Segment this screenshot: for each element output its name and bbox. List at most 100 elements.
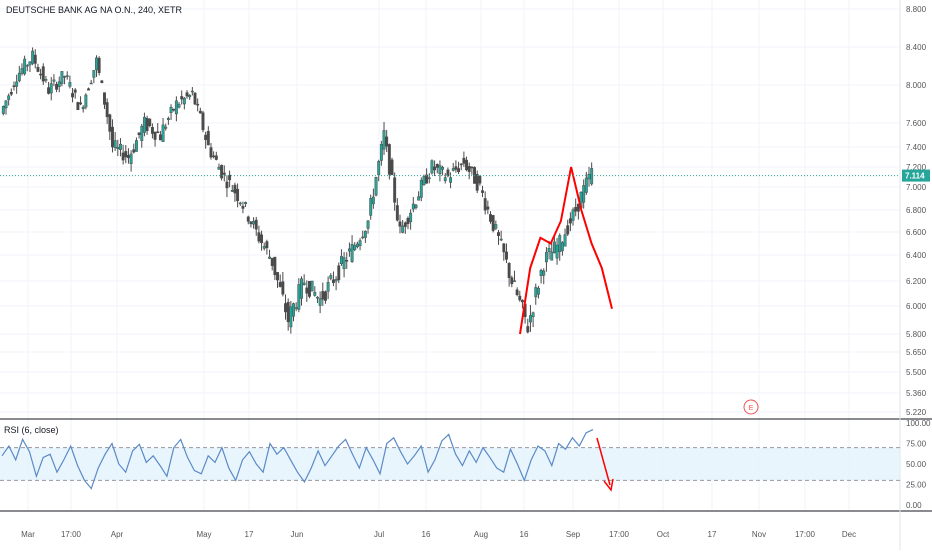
candle-body	[111, 126, 114, 148]
candle-body	[513, 280, 516, 282]
candle-body	[329, 275, 333, 279]
candle-body	[270, 257, 274, 266]
time-tick-label: Nov	[752, 530, 766, 539]
candle-body	[446, 169, 450, 177]
candle-body	[236, 188, 240, 202]
candle-body	[286, 301, 290, 323]
candle-body	[137, 132, 141, 135]
candle-body	[44, 79, 48, 81]
candle-body	[489, 214, 492, 222]
candle-body	[121, 152, 125, 161]
candle-body	[76, 102, 80, 111]
candle-body	[260, 234, 264, 244]
candle-body	[15, 81, 19, 87]
candle-body	[494, 224, 498, 229]
candle-body	[305, 287, 309, 294]
time-tick-label: Apr	[111, 530, 124, 539]
candle-body	[443, 177, 447, 182]
candle-body	[534, 287, 538, 298]
candle-body	[427, 177, 431, 180]
candle-body	[265, 241, 269, 249]
candle-body	[451, 168, 455, 171]
candle-body	[467, 166, 471, 172]
candle-body	[582, 185, 586, 203]
rsi-band	[0, 447, 900, 481]
candle-body	[313, 292, 317, 296]
candle-body	[150, 127, 154, 134]
candle-body	[507, 262, 511, 278]
candle-body	[185, 92, 189, 97]
candle-body	[470, 166, 474, 169]
candle-body	[387, 144, 391, 175]
candle-body	[156, 131, 160, 134]
candle-body	[172, 108, 176, 111]
candle-body	[132, 149, 136, 153]
candle-body	[542, 270, 546, 276]
candle-body	[177, 104, 181, 108]
candle-body	[587, 173, 591, 180]
candle-body	[363, 230, 367, 238]
candle-body	[318, 298, 322, 306]
candle-body	[536, 287, 540, 295]
candle-body	[361, 236, 365, 239]
candle-body	[555, 244, 559, 259]
candle-body	[20, 68, 24, 74]
earnings-marker	[743, 399, 759, 415]
candle-body	[244, 202, 248, 205]
candle-body	[268, 256, 271, 259]
candle-body	[145, 118, 149, 132]
candle-body	[563, 234, 567, 247]
candle-body	[337, 265, 341, 281]
candle-body	[262, 246, 266, 249]
candle-body	[273, 256, 277, 276]
candle-body	[95, 57, 98, 71]
candle-body	[103, 92, 106, 105]
candle-body	[510, 277, 514, 285]
candle-body	[71, 93, 74, 98]
candle-body	[164, 126, 168, 129]
candle-body	[390, 159, 394, 175]
time-tick-label: 17:00	[795, 530, 816, 539]
price-tick-label: 5.500	[906, 368, 927, 377]
candle-body	[574, 207, 578, 212]
candle-body	[9, 92, 13, 95]
candle-body	[198, 110, 202, 114]
candle-body	[550, 251, 554, 261]
candle-body	[414, 204, 418, 209]
candle-body	[41, 66, 45, 82]
candle-body	[36, 66, 40, 72]
candle-body	[39, 73, 43, 76]
candle-body	[153, 131, 157, 140]
candle-body	[385, 136, 389, 147]
candle-body	[214, 155, 218, 160]
candle-body	[382, 130, 386, 150]
candle-body	[430, 160, 434, 174]
candle-body	[238, 202, 242, 205]
candle-body	[411, 203, 415, 210]
candle-body	[566, 225, 570, 235]
candle-body	[134, 140, 138, 152]
candle-body	[188, 94, 192, 98]
candle-body	[47, 87, 51, 94]
candle-body	[294, 307, 298, 309]
candle-body	[353, 245, 357, 251]
candle-body	[33, 54, 37, 64]
candle-body	[339, 256, 343, 265]
candle-body	[201, 112, 205, 131]
candle-body	[73, 89, 77, 93]
time-tick-label: 17	[708, 530, 717, 539]
candle-body	[225, 181, 229, 189]
candle-body	[462, 157, 466, 164]
candle-body	[395, 205, 399, 221]
candle-body	[515, 289, 519, 296]
candle-body	[68, 82, 72, 87]
price-tick-label: 7.600	[906, 119, 927, 128]
rsi-arrow-head	[603, 478, 614, 492]
price-tick-label: 7.000	[906, 183, 927, 192]
candle-body	[417, 196, 421, 201]
candle-body	[539, 269, 543, 276]
candle-body	[116, 147, 120, 149]
candle-body	[49, 83, 53, 94]
